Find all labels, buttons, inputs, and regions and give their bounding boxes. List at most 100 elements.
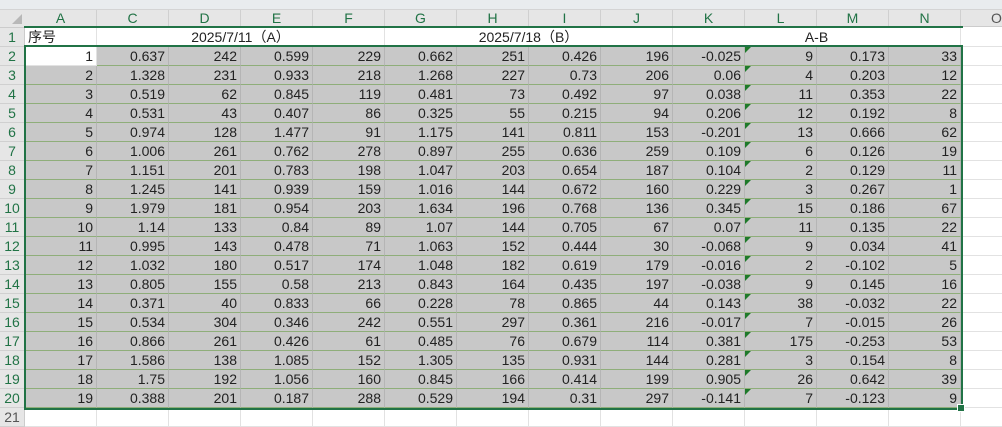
table-cell[interactable]: 0.666 <box>817 123 889 142</box>
table-cell[interactable]: -0.141 <box>673 389 745 408</box>
table-cell[interactable]: 91 <box>313 123 385 142</box>
row-header-15[interactable]: 15 <box>0 294 25 313</box>
table-cell[interactable]: 38 <box>745 294 817 313</box>
table-cell[interactable]: 1.305 <box>385 351 457 370</box>
table-cell[interactable] <box>961 161 1002 180</box>
table-cell[interactable]: 0.215 <box>529 104 601 123</box>
table-cell[interactable]: 0.551 <box>385 313 457 332</box>
column-header-l[interactable]: L <box>745 10 817 27</box>
table-cell[interactable]: 18 <box>25 370 97 389</box>
table-cell[interactable]: 15 <box>745 199 817 218</box>
error-indicator-icon[interactable] <box>745 275 751 281</box>
table-cell[interactable]: 213 <box>313 275 385 294</box>
table-cell[interactable]: 0.534 <box>97 313 169 332</box>
table-cell[interactable]: 8 <box>25 180 97 199</box>
table-cell[interactable]: 4 <box>745 66 817 85</box>
table-cell[interactable]: 2 <box>745 256 817 275</box>
column-header-a[interactable]: A <box>25 10 97 27</box>
table-cell[interactable]: 0.206 <box>673 104 745 123</box>
table-cell[interactable]: 26 <box>745 370 817 389</box>
row-header-7[interactable]: 7 <box>0 142 25 161</box>
table-cell[interactable]: 1.032 <box>97 256 169 275</box>
row-header-18[interactable]: 18 <box>0 351 25 370</box>
table-cell[interactable]: 16 <box>25 332 97 351</box>
table-cell[interactable]: 187 <box>601 161 673 180</box>
cell-o1[interactable] <box>961 28 1002 47</box>
row-header-6[interactable]: 6 <box>0 123 25 142</box>
table-cell[interactable] <box>961 351 1002 370</box>
table-cell[interactable]: 53 <box>889 332 961 351</box>
table-cell[interactable]: 0.135 <box>817 218 889 237</box>
table-cell[interactable]: 67 <box>889 199 961 218</box>
table-cell[interactable]: 7 <box>745 389 817 408</box>
table-cell[interactable]: 206 <box>601 66 673 85</box>
table-cell[interactable]: 4 <box>25 104 97 123</box>
table-cell[interactable]: 0.31 <box>529 389 601 408</box>
table-cell[interactable]: -0.253 <box>817 332 889 351</box>
row-header-11[interactable]: 11 <box>0 218 25 237</box>
row-header-8[interactable]: 8 <box>0 161 25 180</box>
table-cell[interactable]: 0.662 <box>385 47 457 66</box>
table-cell[interactable]: 94 <box>601 104 673 123</box>
table-cell[interactable]: 144 <box>457 218 529 237</box>
table-cell[interactable] <box>961 104 1002 123</box>
table-cell[interactable]: 0.444 <box>529 237 601 256</box>
table-cell[interactable]: 1.477 <box>241 123 313 142</box>
table-cell[interactable]: 128 <box>169 123 241 142</box>
table-cell[interactable]: 0.478 <box>241 237 313 256</box>
table-cell[interactable]: 144 <box>457 180 529 199</box>
table-cell[interactable]: 135 <box>457 351 529 370</box>
table-cell[interactable]: 0.267 <box>817 180 889 199</box>
table-cell[interactable]: 19 <box>25 389 97 408</box>
table-cell[interactable]: 0.126 <box>817 142 889 161</box>
table-cell[interactable]: 1.328 <box>97 66 169 85</box>
row-header-4[interactable]: 4 <box>0 85 25 104</box>
table-cell[interactable]: 164 <box>457 275 529 294</box>
table-cell[interactable]: 44 <box>601 294 673 313</box>
column-header-m[interactable]: M <box>817 10 889 27</box>
error-indicator-icon[interactable] <box>745 142 751 148</box>
row-header-21[interactable]: 21 <box>0 408 25 427</box>
table-cell[interactable]: 0.034 <box>817 237 889 256</box>
table-cell[interactable]: 166 <box>457 370 529 389</box>
table-cell[interactable]: 9 <box>745 275 817 294</box>
table-cell[interactable] <box>961 370 1002 389</box>
table-cell[interactable]: 0.84 <box>241 218 313 237</box>
table-cell[interactable]: 136 <box>601 199 673 218</box>
table-cell[interactable]: 0.679 <box>529 332 601 351</box>
table-cell[interactable]: 1.07 <box>385 218 457 237</box>
table-cell[interactable]: 1.016 <box>385 180 457 199</box>
table-cell[interactable] <box>97 408 169 427</box>
error-indicator-icon[interactable] <box>745 180 751 186</box>
table-cell[interactable] <box>169 408 241 427</box>
error-indicator-icon[interactable] <box>745 370 751 376</box>
table-cell[interactable]: 13 <box>745 123 817 142</box>
row-header-3[interactable]: 3 <box>0 66 25 85</box>
table-cell[interactable]: 227 <box>457 66 529 85</box>
table-cell[interactable]: 175 <box>745 332 817 351</box>
table-cell[interactable]: 181 <box>169 199 241 218</box>
table-cell[interactable]: 5 <box>889 256 961 275</box>
table-cell[interactable]: 1.063 <box>385 237 457 256</box>
row-header-1[interactable]: 1 <box>0 28 25 47</box>
table-cell[interactable]: 201 <box>169 161 241 180</box>
table-cell[interactable]: 3 <box>745 180 817 199</box>
table-cell[interactable]: 0.109 <box>673 142 745 161</box>
error-indicator-icon[interactable] <box>745 104 751 110</box>
table-cell[interactable]: 194 <box>457 389 529 408</box>
error-indicator-icon[interactable] <box>745 161 751 167</box>
table-cell[interactable]: 0.529 <box>385 389 457 408</box>
table-cell[interactable]: 199 <box>601 370 673 389</box>
table-cell[interactable]: 0.186 <box>817 199 889 218</box>
table-cell[interactable]: 0.974 <box>97 123 169 142</box>
column-header-h[interactable]: H <box>457 10 529 27</box>
column-header-g[interactable]: G <box>385 10 457 27</box>
table-cell[interactable]: 259 <box>601 142 673 161</box>
table-cell[interactable]: 278 <box>313 142 385 161</box>
table-cell[interactable]: 304 <box>169 313 241 332</box>
column-header-j[interactable]: J <box>601 10 673 27</box>
table-cell[interactable]: 0.192 <box>817 104 889 123</box>
table-cell[interactable]: 1.75 <box>97 370 169 389</box>
table-cell[interactable]: 0.435 <box>529 275 601 294</box>
table-cell[interactable]: 0.931 <box>529 351 601 370</box>
